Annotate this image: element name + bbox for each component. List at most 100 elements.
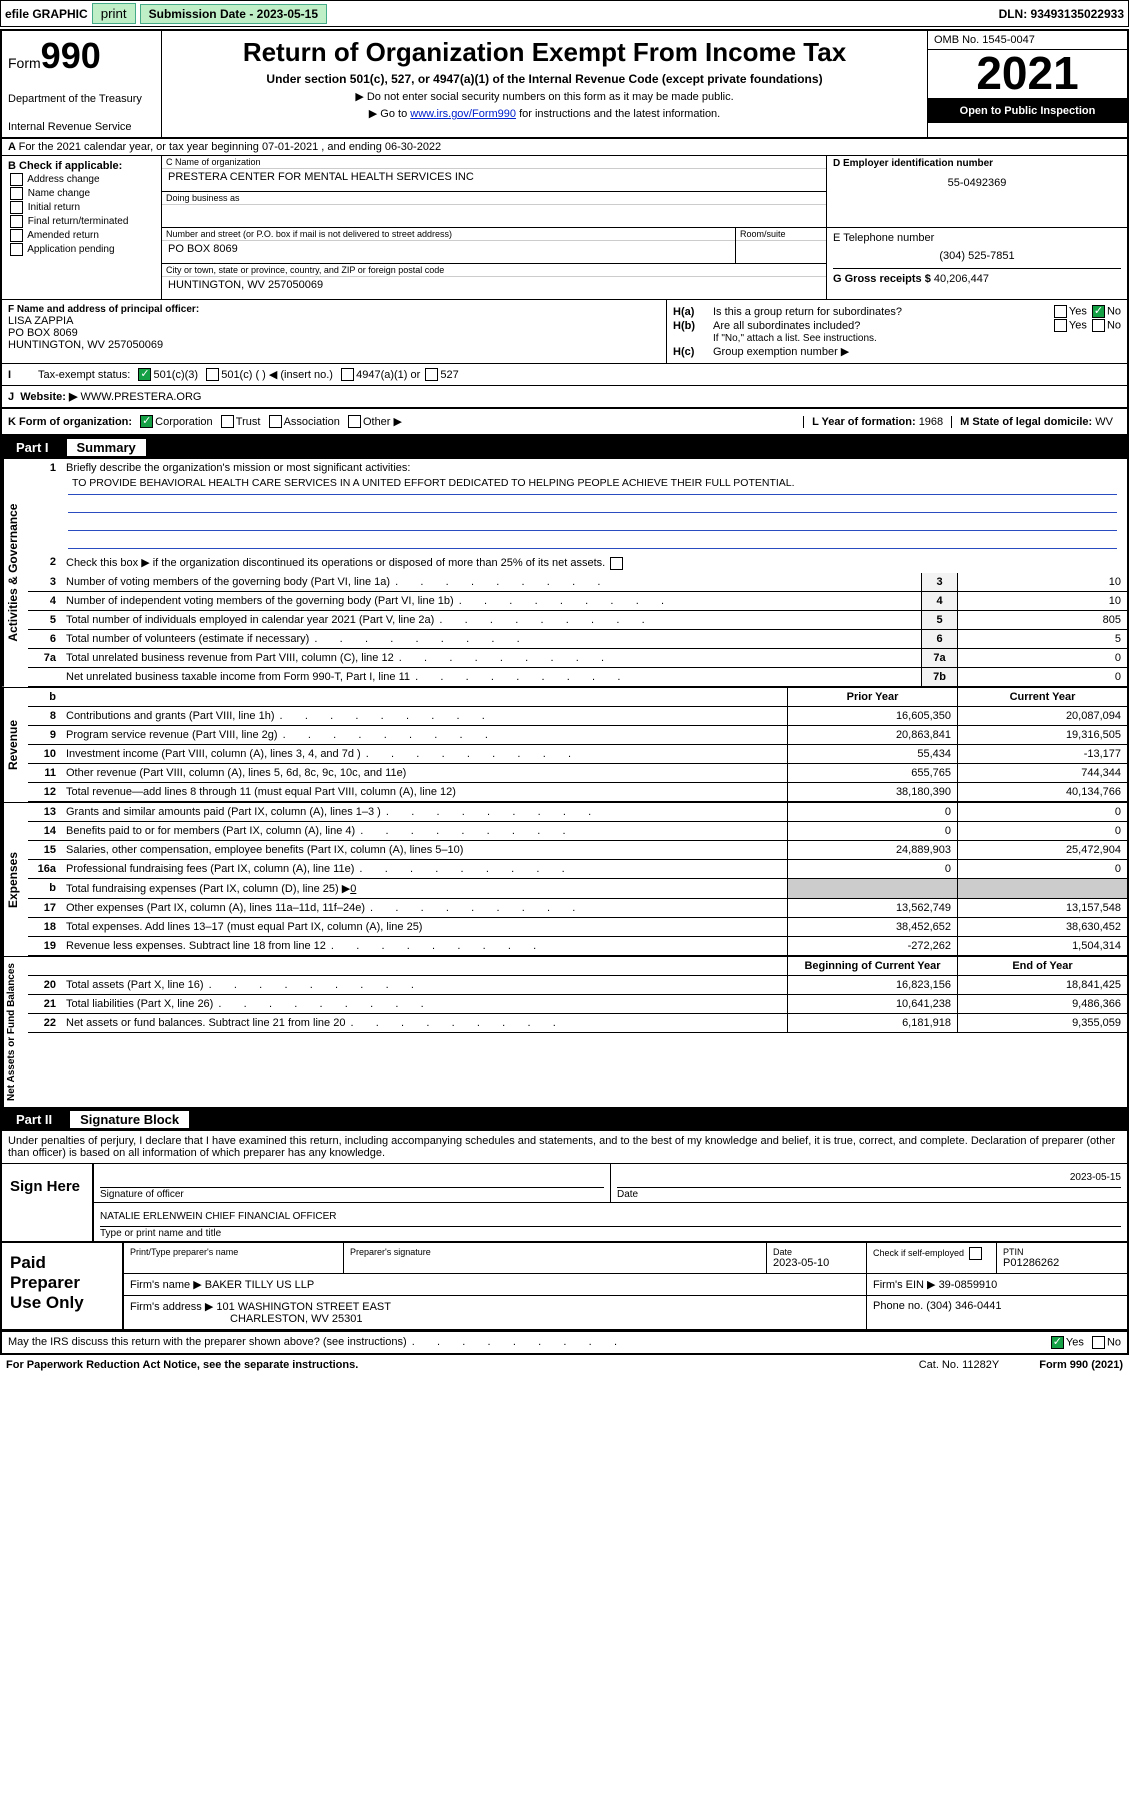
gross-receipts: G Gross receipts $ 40,206,447 (833, 268, 1121, 285)
row-i-tax-status: I Tax-exempt status: 501(c)(3) 501(c) ( … (2, 364, 1127, 386)
cb-4947[interactable] (341, 368, 354, 381)
website-url: WWW.PRESTERA.ORG (80, 391, 201, 403)
header-left: Form990 Department of the Treasury Inter… (2, 31, 162, 137)
curr-9: 19,316,505 (957, 726, 1127, 744)
city-state-zip: HUNTINGTON, WV 257050069 (162, 277, 826, 299)
cb-discontinued[interactable] (610, 557, 623, 570)
prior-14: 0 (787, 822, 957, 840)
end-20: 18,841,425 (957, 976, 1127, 994)
curr-19: 1,504,314 (957, 937, 1127, 955)
hb-yesno[interactable]: Yes No (1052, 319, 1121, 332)
instructions-note: Go to www.irs.gov/Form990 for instructio… (170, 107, 919, 120)
beg-22: 6,181,918 (787, 1014, 957, 1032)
form-container: Form990 Department of the Treasury Inter… (0, 29, 1129, 1355)
prior-18: 38,452,652 (787, 918, 957, 936)
row-a-tax-year: A For the 2021 calendar year, or tax yea… (2, 139, 1127, 156)
cb-501c[interactable] (206, 368, 219, 381)
curr-12: 40,134,766 (957, 783, 1127, 801)
cat-no: Cat. No. 11282Y (919, 1359, 1000, 1371)
part-1-header: Part I Summary (2, 436, 1127, 459)
beg-21: 10,641,238 (787, 995, 957, 1013)
form-number: Form990 (8, 35, 155, 77)
firm-addr2: CHARLESTON, WV 25301 (130, 1313, 860, 1325)
part-2-header: Part II Signature Block (2, 1108, 1127, 1131)
submission-date: Submission Date - 2023-05-15 (140, 4, 327, 24)
paid-preparer-block: Paid Preparer Use Only Print/Type prepar… (2, 1243, 1127, 1331)
cb-amended-return[interactable]: Amended return (8, 229, 155, 242)
col-e-phone: E Telephone number (304) 525-7851 G Gros… (827, 228, 1127, 299)
val-7b: 0 (957, 668, 1127, 686)
curr-8: 20,087,094 (957, 707, 1127, 725)
section-governance: Activities & Governance 1 Briefly descri… (2, 459, 1127, 688)
col-h: H(a) Is this a group return for subordin… (667, 300, 1127, 363)
officer-signature-line[interactable] (100, 1166, 604, 1188)
curr-11: 744,344 (957, 764, 1127, 782)
prep-date: 2023-05-10 (773, 1257, 860, 1269)
cb-final-return[interactable]: Final return/terminated (8, 215, 155, 228)
form-no-footer: Form 990 (2021) (1039, 1359, 1123, 1371)
prior-17: 13,562,749 (787, 899, 957, 917)
print-button[interactable]: print (92, 3, 136, 24)
officer-addr1: PO BOX 8069 (8, 327, 660, 339)
cb-address-change[interactable]: Address change (8, 173, 155, 186)
col-b-checkboxes: B Check if applicable: Address change Na… (2, 156, 162, 299)
cb-527[interactable] (425, 368, 438, 381)
room-suite (736, 241, 826, 263)
col-d-ein: D Employer identification number 55-0492… (827, 156, 1127, 227)
cb-name-change[interactable]: Name change (8, 187, 155, 200)
discuss-yesno[interactable]: Yes No (1049, 1336, 1121, 1349)
val-5: 805 (957, 611, 1127, 629)
entity-block: B Check if applicable: Address change Na… (2, 156, 1127, 300)
row-k-form-org: K Form of organization: Corporation Trus… (2, 409, 1127, 436)
col-c-name: C Name of organization PRESTERA CENTER F… (162, 156, 1127, 299)
prior-13: 0 (787, 803, 957, 821)
form-subtitle: Under section 501(c), 527, or 4947(a)(1)… (170, 72, 919, 86)
cb-initial-return[interactable]: Initial return (8, 201, 155, 214)
prior-8: 16,605,350 (787, 707, 957, 725)
firm-addr1: 101 WASHINGTON STREET EAST (216, 1301, 391, 1313)
officer-name-title: NATALIE ERLENWEIN CHIEF FINANCIAL OFFICE… (100, 1205, 1121, 1227)
cb-501c3[interactable] (138, 368, 151, 381)
curr-18: 38,630,452 (957, 918, 1127, 936)
ssn-note: Do not enter social security numbers on … (170, 90, 919, 103)
row-f-officer: F Name and address of principal officer:… (2, 300, 1127, 364)
curr-15: 25,472,904 (957, 841, 1127, 859)
top-toolbar: efile GRAPHIC print Submission Date - 20… (0, 0, 1129, 27)
curr-14: 0 (957, 822, 1127, 840)
val-4: 10 (957, 592, 1127, 610)
cb-trust[interactable] (221, 415, 234, 428)
dept-treasury: Department of the Treasury (8, 93, 155, 105)
mission-text: TO PROVIDE BEHAVIORAL HEALTH CARE SERVIC… (68, 477, 1117, 495)
perjury-statement: Under penalties of perjury, I declare th… (2, 1131, 1127, 1164)
state-domicile: M State of legal domicile: WV (951, 416, 1121, 428)
dln-label: DLN: 93493135022933 (999, 7, 1124, 21)
open-inspection: Open to Public Inspection (928, 99, 1127, 123)
sign-date: 2023-05-15 (617, 1166, 1121, 1188)
prior-9: 20,863,841 (787, 726, 957, 744)
street-address: PO BOX 8069 (162, 241, 735, 263)
ptin: P01286262 (1003, 1257, 1121, 1269)
org-name: PRESTERA CENTER FOR MENTAL HEALTH SERVIC… (162, 169, 826, 191)
curr-17: 13,157,548 (957, 899, 1127, 917)
firm-name: BAKER TILLY US LLP (205, 1279, 314, 1291)
val-3: 10 (957, 573, 1127, 591)
cb-other[interactable] (348, 415, 361, 428)
paperwork-footer: For Paperwork Reduction Act Notice, see … (0, 1355, 1129, 1375)
header-middle: Return of Organization Exempt From Incom… (162, 31, 927, 137)
curr-13: 0 (957, 803, 1127, 821)
firm-phone: (304) 346-0441 (926, 1300, 1001, 1312)
form-header: Form990 Department of the Treasury Inter… (2, 31, 1127, 139)
officer-addr2: HUNTINGTON, WV 257050069 (8, 339, 660, 351)
instructions-link[interactable]: www.irs.gov/Form990 (410, 108, 516, 120)
cb-application-pending[interactable]: Application pending (8, 243, 155, 256)
efile-label: efile GRAPHIC (5, 7, 88, 21)
sign-here-block: Sign Here Signature of officer 2023-05-1… (2, 1164, 1127, 1243)
cb-self-employed[interactable] (969, 1247, 982, 1260)
ha-yesno[interactable]: Yes No (1052, 305, 1121, 318)
year-formation: L Year of formation: 1968 (803, 416, 951, 428)
prior-12: 38,180,390 (787, 783, 957, 801)
firm-ein: 39-0859910 (939, 1279, 998, 1291)
cb-association[interactable] (269, 415, 282, 428)
curr-10: -13,177 (957, 745, 1127, 763)
cb-corporation[interactable] (140, 415, 153, 428)
